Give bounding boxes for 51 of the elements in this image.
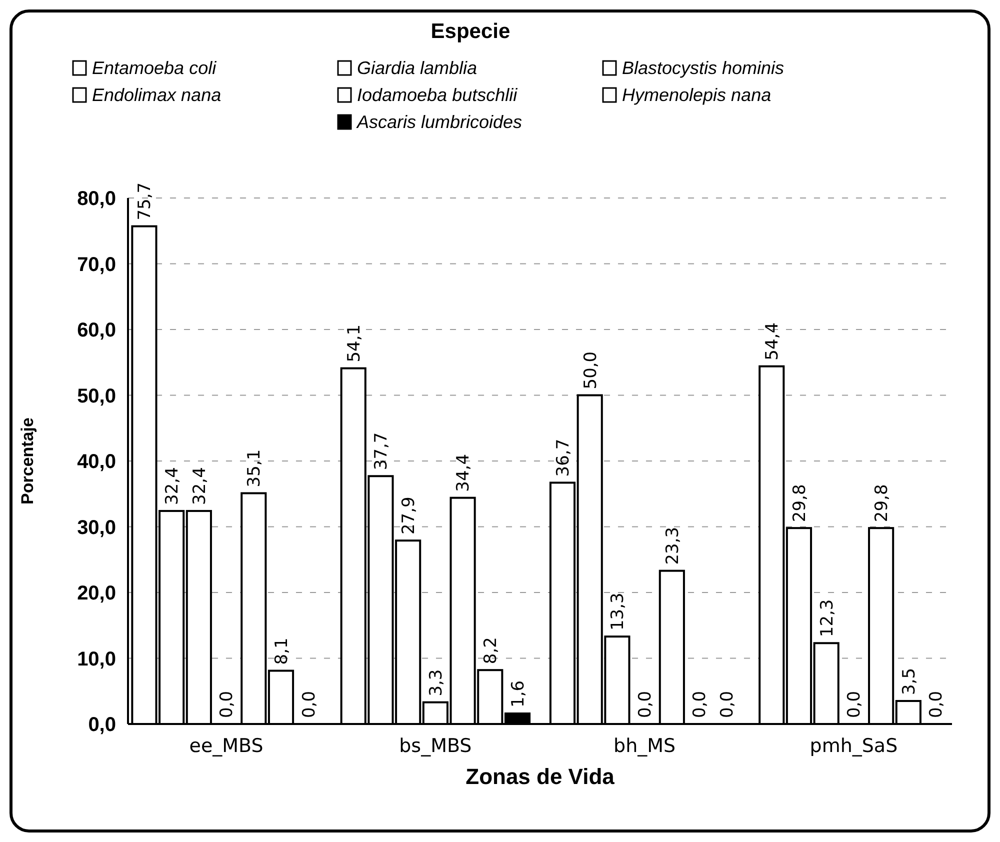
- data-label: 12,3: [817, 599, 838, 638]
- data-label: 0,0: [636, 690, 656, 718]
- data-label: 36,7: [553, 438, 574, 477]
- data-label: 8,2: [481, 637, 502, 664]
- data-label: 3,5: [899, 668, 920, 695]
- data-label: 75,7: [135, 182, 156, 220]
- legend-label: Entamoeba coli: [92, 58, 218, 78]
- data-label: 0,0: [844, 690, 865, 718]
- legend-label: Blastocystis hominis: [622, 58, 784, 78]
- y-axis-title: Porcentaje: [18, 418, 37, 504]
- x-axis-title: Zonas de Vida: [466, 764, 616, 789]
- data-label: 0,0: [690, 690, 710, 718]
- legend-label: Giardia lamblia: [357, 58, 478, 78]
- data-label: 0,0: [926, 690, 947, 718]
- data-label: 0,0: [718, 690, 738, 718]
- data-label: 8,1: [272, 638, 292, 665]
- data-label: 29,8: [872, 484, 892, 522]
- data-label: 27,9: [399, 496, 420, 535]
- data-label: 0,0: [299, 690, 320, 718]
- data-label: 3,3: [426, 669, 446, 696]
- y-tick-label: 20,0: [77, 582, 116, 604]
- x-tick-label: pmh_SaS: [810, 735, 898, 757]
- legend-title: Especie: [430, 20, 510, 43]
- x-tick-label: bs_MBS: [399, 735, 472, 757]
- legend-label: Endolimax nana: [92, 85, 222, 105]
- data-label: 54,4: [762, 322, 783, 360]
- x-tick-label: ee_MBS: [189, 735, 264, 757]
- data-label: 35,1: [244, 449, 265, 488]
- y-tick-label: 30,0: [77, 516, 116, 539]
- data-label: 29,8: [790, 484, 810, 522]
- data-label: 37,7: [372, 432, 392, 470]
- legend-label: Iodamoeba butschlii: [357, 85, 518, 105]
- data-label: 54,1: [344, 324, 364, 362]
- data-label: 34,4: [454, 454, 474, 492]
- y-tick-label: 0,0: [88, 714, 116, 736]
- y-tick-label: 80,0: [77, 188, 116, 210]
- y-tick-label: 10,0: [77, 648, 116, 670]
- data-label: 23,3: [662, 526, 683, 565]
- data-label: 32,4: [190, 467, 210, 505]
- y-tick-label: 70,0: [77, 254, 116, 276]
- data-label: 1,6: [508, 680, 528, 708]
- y-tick-label: 60,0: [77, 320, 116, 342]
- data-label: 13,3: [608, 592, 628, 631]
- legend-label: Ascaris lumbricoides: [356, 112, 522, 132]
- y-tick-label: 40,0: [77, 451, 116, 473]
- y-tick-label: 50,0: [77, 385, 116, 408]
- data-label: 50,0: [580, 351, 601, 390]
- data-label: 0,0: [217, 690, 238, 718]
- x-tick-label: bh_MS: [614, 735, 676, 757]
- legend-label: Hymenolepis nana: [622, 85, 772, 105]
- data-label: 32,4: [162, 467, 183, 505]
